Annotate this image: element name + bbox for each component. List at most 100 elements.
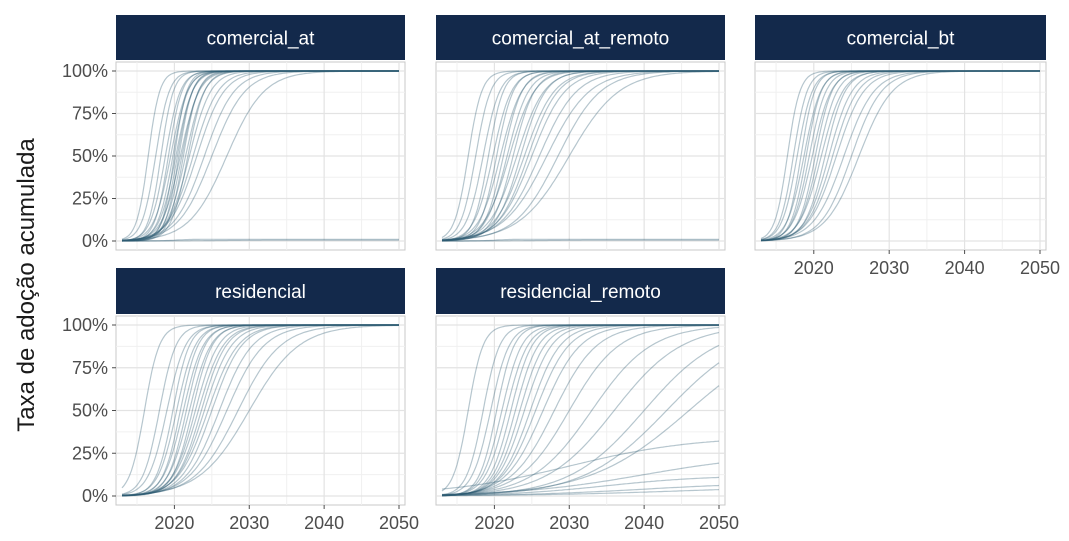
adoption-curve [442, 238, 719, 242]
adoption-curve [441, 70, 719, 241]
adoption-curve [121, 324, 399, 496]
adoption-curve [441, 324, 719, 497]
adoption-curve [121, 70, 399, 241]
series-group [760, 70, 1040, 242]
adoption-curve [441, 70, 719, 241]
adoption-curve [441, 324, 719, 497]
adoption-curve [121, 70, 399, 241]
adoption-curve [442, 484, 720, 497]
adoption-curve [121, 324, 399, 497]
y-tick-label: 100% [62, 315, 108, 335]
adoption-curve [121, 324, 399, 495]
facet-strip [755, 15, 1046, 60]
adoption-curve [441, 70, 719, 242]
facet-strip-label: comercial_at_remoto [492, 29, 669, 50]
adoption-curve [760, 70, 1040, 242]
adoption-curve [441, 324, 720, 496]
adoption-curve [441, 324, 719, 496]
adoption-curve [121, 324, 399, 497]
adoption-curve [122, 324, 399, 497]
adoption-curve [760, 70, 1040, 241]
adoption-curve [760, 70, 1040, 241]
series-group [121, 70, 399, 242]
adoption-curve [760, 70, 1040, 242]
adoption-curve [121, 70, 399, 241]
x-tick-label: 2020 [794, 258, 834, 278]
y-tick-label: 50% [72, 401, 108, 421]
adoption-curve [761, 70, 1040, 242]
adoption-curve [441, 324, 719, 496]
adoption-curve [121, 70, 399, 242]
adoption-curve [760, 70, 1040, 240]
adoption-curve [121, 324, 399, 497]
adoption-curve [121, 70, 399, 242]
adoption-curve [441, 70, 719, 242]
adoption-curve [121, 70, 399, 241]
panel-residencial-remoto: residencial_remoto 2020 2030 2040 2050 [435, 268, 739, 533]
adoption-curve [122, 239, 399, 242]
y-tick-label: 0% [82, 231, 108, 251]
adoption-curve [441, 324, 719, 497]
series-group [121, 324, 400, 497]
adoption-curve [442, 385, 720, 496]
adoption-curve [122, 70, 399, 242]
adoption-curve [441, 70, 719, 240]
series-group [441, 70, 720, 242]
adoption-curve [121, 70, 399, 242]
adoption-curve [441, 70, 719, 241]
facet-strip [116, 268, 405, 314]
adoption-curve [441, 70, 719, 241]
y-tick-label: 75% [72, 358, 108, 378]
adoption-curve [122, 70, 399, 242]
x-tick-label: 2030 [229, 513, 269, 533]
adoption-curve [441, 70, 719, 241]
adoption-curve [442, 362, 720, 496]
adoption-curve [122, 324, 399, 497]
panel-comercial-bt: comercial_bt 2020 2030 2040 2050 [754, 15, 1060, 278]
adoption-curve [441, 324, 719, 492]
adoption-curve [121, 70, 399, 242]
y-tick-label: 0% [82, 486, 108, 506]
adoption-curve [122, 324, 399, 497]
adoption-curve [121, 324, 399, 497]
adoption-curve [760, 70, 1040, 242]
y-tick-label: 100% [62, 61, 108, 81]
adoption-curve [121, 70, 399, 242]
y-tick-label: 25% [72, 189, 108, 209]
adoption-curve [121, 70, 399, 241]
x-tick-label: 2050 [379, 513, 419, 533]
adoption-curve [441, 70, 719, 242]
adoption-curve [761, 70, 1040, 242]
x-tick-label: 2040 [624, 513, 664, 533]
adoption-curve [760, 70, 1040, 241]
adoption-curve [121, 324, 399, 497]
adoption-curve [761, 70, 1040, 242]
facet-strip-label: comercial_at [207, 29, 315, 50]
adoption-curve [121, 324, 399, 497]
y-tick-label: 25% [72, 443, 108, 463]
adoption-curve [441, 324, 719, 497]
adoption-curve [760, 70, 1040, 241]
adoption-curve [121, 324, 399, 489]
adoption-curve [760, 70, 1040, 241]
x-tick-label: 2030 [549, 513, 589, 533]
adoption-curve [441, 70, 719, 241]
panel-comercial-at-remoto: comercial_at_remoto [435, 15, 726, 251]
adoption-curve [121, 70, 399, 242]
adoption-curve [442, 239, 719, 242]
adoption-curve [442, 331, 720, 496]
y-tick-label: 50% [72, 146, 108, 166]
series-group [441, 324, 720, 497]
adoption-curve [122, 70, 399, 242]
adoption-curve [121, 324, 399, 497]
adoption-curve [122, 70, 399, 242]
adoption-curve [760, 70, 1040, 241]
adoption-curve [122, 324, 399, 497]
adoption-curve [121, 324, 399, 496]
adoption-curve [441, 70, 719, 242]
adoption-curve [760, 70, 1040, 242]
adoption-curve [121, 324, 399, 497]
adoption-curve [121, 70, 399, 241]
adoption-curve [441, 440, 720, 490]
adoption-curve [760, 70, 1040, 241]
